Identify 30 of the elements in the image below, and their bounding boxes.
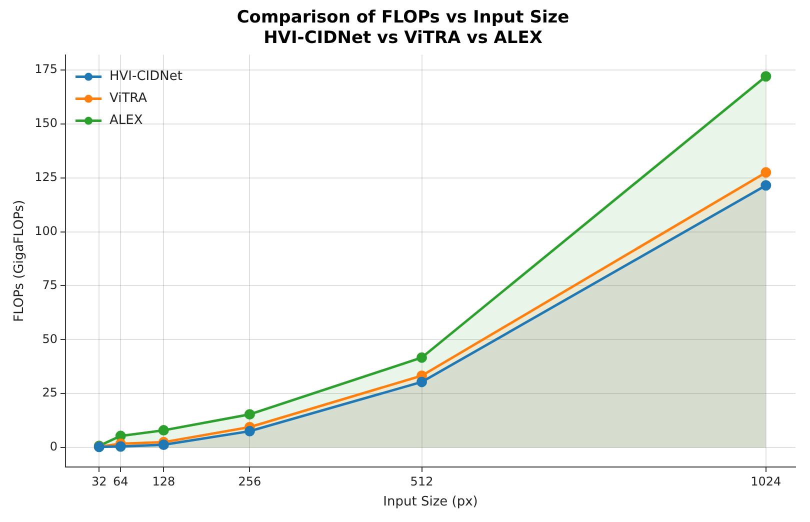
point [244, 426, 255, 436]
point [416, 376, 428, 388]
point [158, 440, 169, 450]
point [244, 409, 255, 420]
y-tick-label: 0 [50, 440, 58, 454]
x-tick-label: 32 [91, 474, 107, 488]
y-tick-label: 75 [42, 278, 58, 292]
y-tick-label: 125 [34, 170, 58, 184]
x-tick-label: 1024 [750, 474, 782, 488]
y-tick-label: 25 [42, 386, 58, 400]
chart-title: Comparison of FLOPs vs Input Size HVI-CIDNet vs ViTRA vs ALEX [236, 8, 570, 48]
legend-label: ALEX [110, 113, 143, 128]
point [760, 167, 772, 178]
point [760, 180, 772, 191]
y-tick-label: 50 [42, 332, 58, 346]
y-tick-label: 150 [34, 116, 58, 130]
legend-label: ViTRA [110, 91, 148, 106]
point [760, 71, 772, 82]
x-tick-label: 128 [152, 474, 176, 488]
x-tick-label: 512 [410, 474, 434, 488]
point [416, 352, 428, 363]
legend-label: HVI-CIDNet [110, 69, 182, 84]
y-tick-label: 100 [34, 224, 58, 238]
x-tick-label: 256 [238, 474, 262, 488]
point [158, 425, 169, 436]
point [115, 441, 126, 452]
x-axis-title: Input Size (px) [383, 494, 478, 510]
y-axis-title: FLOPs (GigaFLOPs) [12, 200, 28, 322]
y-tick-label: 175 [34, 62, 58, 76]
x-tick-label: 64 [112, 474, 128, 488]
